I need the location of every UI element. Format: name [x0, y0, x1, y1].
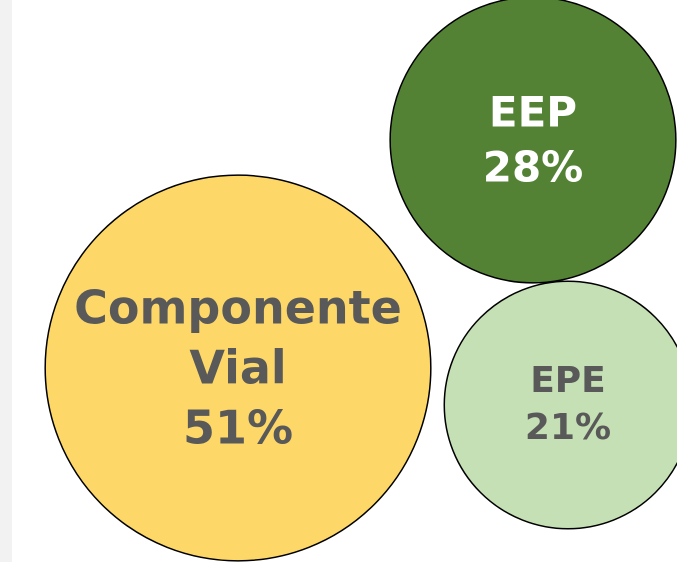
category-label: EPE: [530, 360, 606, 402]
side-strip: [0, 0, 12, 562]
bubble-label: Componente Vial 51%: [43, 278, 433, 457]
bubble-label: EEP 28%: [403, 85, 663, 194]
category-label: EEP: [488, 87, 578, 137]
bubble-label: EPE 21%: [458, 358, 677, 452]
bubble: [44, 174, 432, 562]
category-label: Componente Vial: [74, 280, 402, 395]
value-label: 21%: [524, 407, 612, 448]
bubble: [443, 280, 677, 530]
value-label: 51%: [182, 399, 294, 454]
bubble: [389, 0, 677, 284]
value-label: 28%: [482, 142, 584, 191]
